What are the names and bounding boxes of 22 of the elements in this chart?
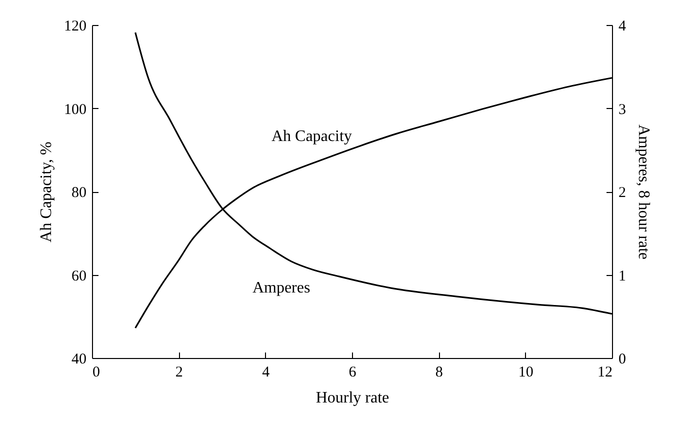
x-tick-label: 10 [518, 364, 534, 380]
y2-tick-label: 1 [618, 268, 626, 284]
x-tick-label: 12 [598, 364, 612, 380]
x-tick-label: 2 [175, 364, 183, 380]
series-label: Ah Capacity [271, 128, 352, 145]
x-tick-label: 4 [262, 364, 270, 380]
y-tick-label: 100 [64, 102, 86, 118]
x-tick-label: 6 [348, 364, 357, 380]
y-tick-label: 40 [72, 352, 86, 368]
y2-tick-label: 4 [618, 18, 626, 34]
y2-tick-label: 3 [618, 102, 626, 118]
y-tick-label: 60 [72, 268, 86, 284]
x-tick-label: 0 [92, 364, 100, 380]
y-tick-label: 120 [64, 18, 86, 34]
x-axis-title: Hourly rate [316, 390, 390, 406]
y2-tick-label: 2 [618, 185, 626, 201]
series-label: Amperes [252, 279, 310, 296]
y-axis-title: Ah Capacity, % [38, 142, 55, 242]
y-tick-label: 80 [72, 185, 86, 201]
x-tick-label: 8 [435, 364, 443, 380]
y2-tick-label: 0 [618, 352, 626, 368]
y2-axis-title: Amperes, 8 hour rate [635, 124, 652, 260]
